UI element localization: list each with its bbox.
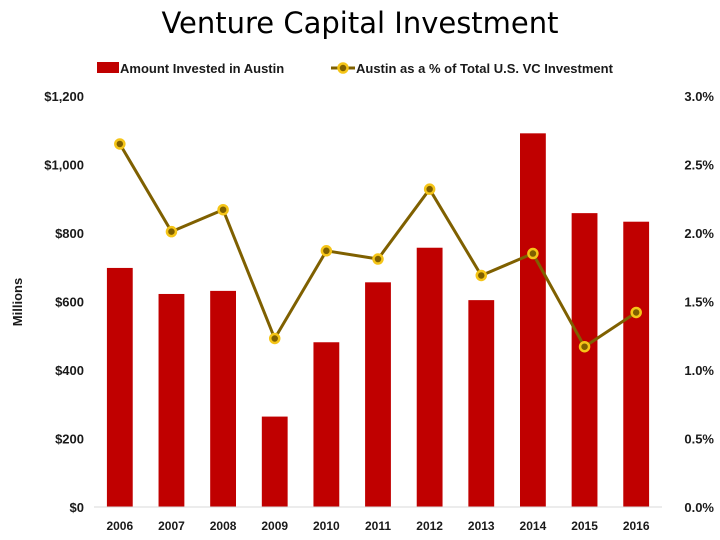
bar [106,267,133,507]
line-point [423,183,436,195]
line-point [475,269,488,282]
x-tick-label: 2013 [468,519,495,533]
y2-tick-label: 3.0% [684,89,714,104]
bar [468,300,495,507]
legend: Amount Invested in Austin Austin as a % … [97,61,614,76]
y-tick-label: $1,200 [44,89,84,104]
bar [365,282,391,507]
line-point [268,332,281,345]
bar [158,293,185,507]
y2-tick-label: 2.5% [684,158,714,173]
legend-bar-swatch [97,62,119,73]
x-tick-label: 2009 [261,519,288,533]
y-tick-label: $1,000 [44,158,84,173]
bar [416,247,443,508]
y2-tick-label: 2.0% [684,226,714,241]
bar [623,221,650,507]
x-tick-label: 2006 [106,519,133,533]
y2-tick-label: 1.5% [684,295,714,310]
line-point [372,253,384,265]
line-point [217,203,229,216]
x-tick-label: 2012 [416,519,443,533]
bar [261,416,288,507]
x-tick-label: 2011 [365,519,391,533]
bar [520,133,546,507]
line-point [630,306,642,319]
y-tick-label: $600 [55,295,84,310]
y-tick-label: $800 [55,226,84,241]
plot-area: $0 $200 $400 $600 $800 $1,000 $1,200 0.0% 0.5% 1.… [44,89,714,533]
y2-tick-label: 0.5% [684,432,714,447]
line-point [527,247,539,260]
y-tick-label: $400 [55,363,84,378]
line-point [165,225,178,238]
legend-bar-label: Amount Invested in Austin [120,61,284,76]
x-tick-label: 2016 [623,519,650,533]
line-point [320,245,333,257]
bar [571,213,598,507]
y2-tick-label: 0.0% [684,500,714,515]
line-point [114,138,126,150]
y-tick-label: $0 [70,500,84,515]
x-tick-label: 2010 [313,519,340,533]
x-tick-label: 2015 [571,519,598,533]
y2-tick-label: 1.0% [684,363,714,378]
x-tick-label: 2007 [158,519,185,533]
y-axis-label: Millions [10,278,25,326]
line-point [578,340,591,353]
x-tick-label: 2014 [520,519,547,533]
legend-line-label: Austin as a % of Total U.S. VC Investmen… [356,61,614,76]
bar [313,342,340,507]
chart-title: Venture Capital Investment [161,6,558,40]
y-tick-label: $200 [55,432,84,447]
x-tick-label: 2008 [210,519,237,533]
legend-line-marker [337,62,349,74]
bar [210,290,236,507]
